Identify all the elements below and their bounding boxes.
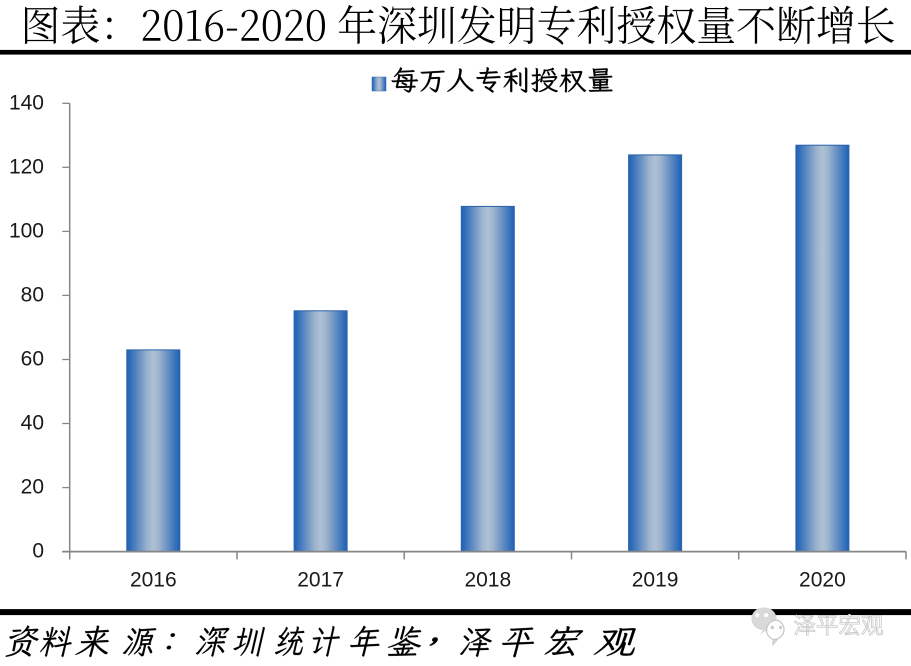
svg-text:80: 80	[21, 283, 44, 306]
svg-text:0: 0	[32, 540, 44, 563]
svg-text:2018: 2018	[464, 569, 511, 592]
svg-text:2020: 2020	[799, 569, 846, 592]
svg-text:2019: 2019	[632, 569, 679, 592]
svg-text:40: 40	[21, 412, 44, 435]
svg-text:120: 120	[9, 155, 44, 178]
svg-text:20: 20	[21, 476, 44, 499]
svg-text:60: 60	[21, 348, 44, 371]
svg-text:140: 140	[9, 91, 44, 114]
svg-text:2016: 2016	[130, 569, 177, 592]
svg-text:100: 100	[9, 219, 44, 242]
svg-text:2017: 2017	[297, 569, 344, 592]
